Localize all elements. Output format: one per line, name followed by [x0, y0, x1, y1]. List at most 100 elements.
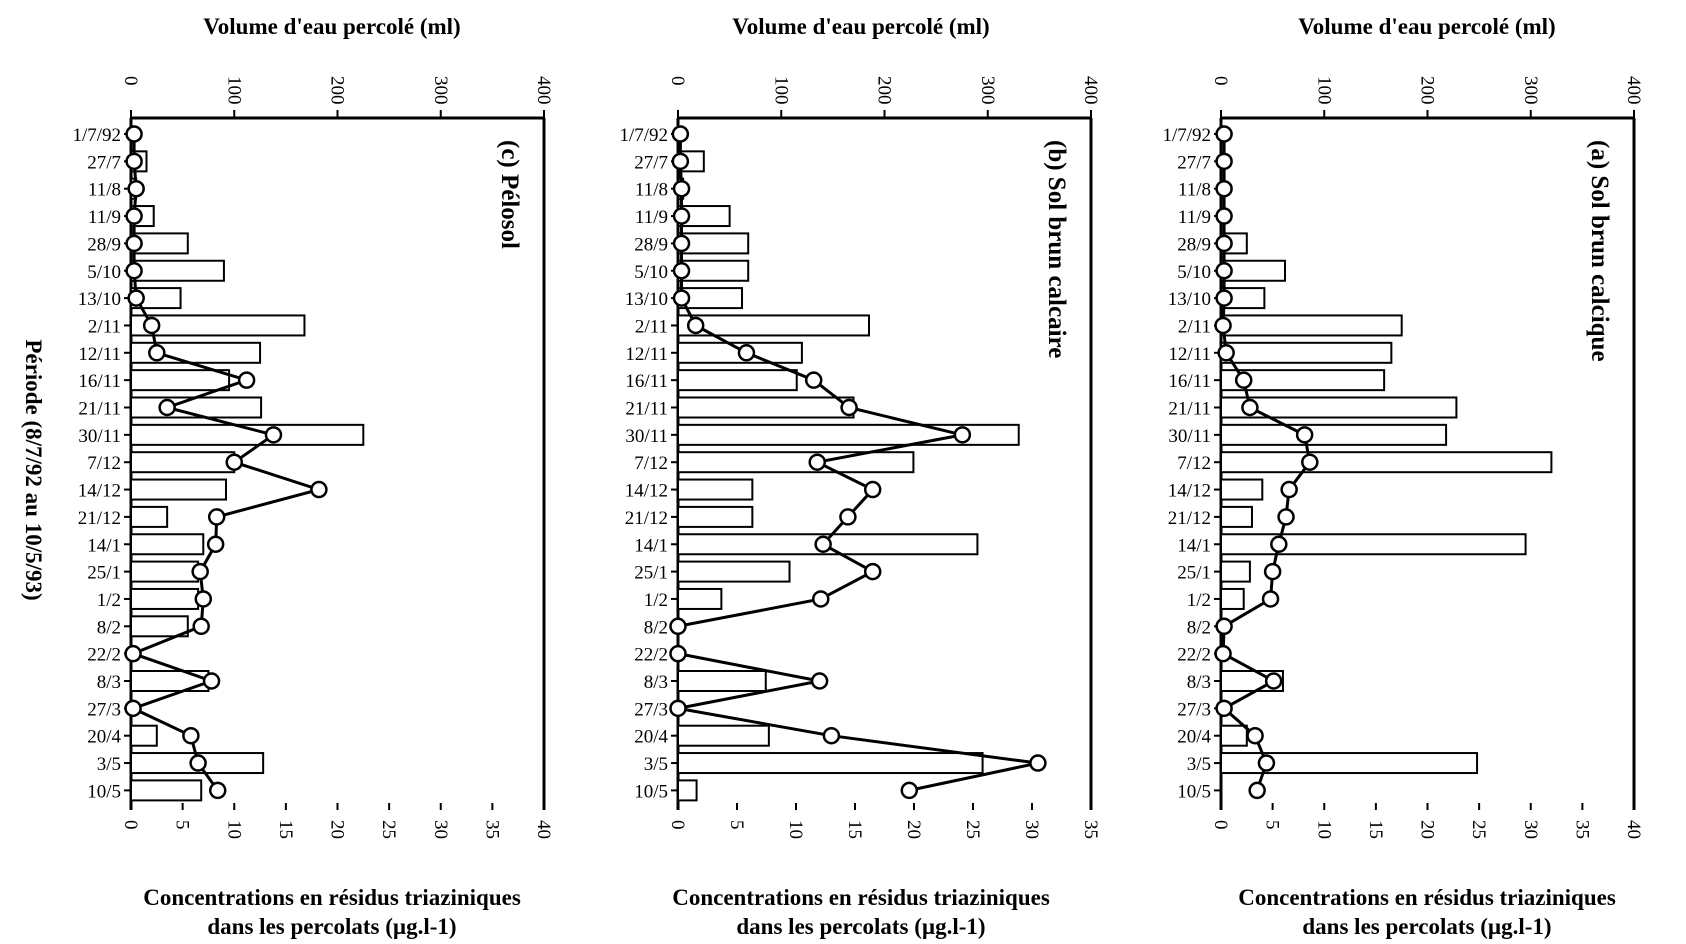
- concentration-point: [124, 644, 142, 663]
- category-label: 12/11: [1168, 344, 1211, 365]
- category-label: 8/2: [97, 617, 121, 638]
- concentration-point: [207, 508, 226, 526]
- concentration-axis-title: Concentrations en résidus triaziniques: [1238, 885, 1616, 910]
- concentration-point: [189, 754, 207, 772]
- concentration-tick-label: 10: [223, 820, 244, 839]
- concentration-tick-label: 10: [1313, 820, 1334, 839]
- volume-bar: [1220, 478, 1264, 501]
- volume-bar: [677, 587, 723, 610]
- category-label: 1/7/92: [1162, 125, 1211, 146]
- concentration-tick-label: 20: [903, 820, 924, 839]
- concentration-point: [1215, 152, 1233, 171]
- category-label: 14/12: [78, 481, 121, 502]
- concentration-point: [669, 617, 687, 636]
- category-label: 8/3: [1187, 672, 1211, 693]
- category-label: 27/3: [634, 699, 668, 720]
- period-label: Période (8/7/92 au 10/5/93): [21, 339, 46, 600]
- category-label: 13/10: [78, 289, 121, 310]
- volume-bar: [130, 560, 200, 583]
- volume-bar: [677, 505, 754, 528]
- volume-bar: [1220, 505, 1253, 528]
- volume-tick-label: 200: [1417, 76, 1438, 105]
- category-label: 2/11: [1178, 316, 1211, 337]
- volume-bar: [130, 423, 365, 446]
- concentration-point: [840, 398, 858, 417]
- concentration-point: [1295, 426, 1314, 444]
- volume-bar: [1220, 752, 1479, 775]
- category-label: 16/11: [1168, 371, 1211, 392]
- concentration-point: [310, 480, 328, 499]
- category-label: 2/11: [88, 316, 121, 337]
- category-label: 27/7: [87, 152, 121, 173]
- category-label: 14/12: [625, 481, 668, 502]
- concentration-point: [1215, 234, 1233, 253]
- concentration-point: [1301, 453, 1319, 471]
- concentration-point: [672, 289, 691, 307]
- concentration-point: [1246, 726, 1264, 745]
- category-label: 11/9: [635, 207, 668, 228]
- volume-bar: [130, 259, 225, 282]
- concentration-tick-label: 40: [1623, 820, 1644, 839]
- concentration-tick-label: 0: [1210, 820, 1231, 830]
- concentration-point: [1217, 344, 1235, 362]
- category-label: 8/2: [1187, 617, 1211, 638]
- concentration-point: [225, 453, 243, 471]
- concentration-tick-label: 20: [327, 820, 348, 839]
- concentration-point: [125, 262, 143, 280]
- category-label: 28/9: [634, 234, 668, 255]
- volume-bar: [677, 314, 871, 337]
- category-label: 25/1: [87, 563, 121, 584]
- concentration-tick-label: 25: [962, 820, 983, 839]
- concentration-point: [1277, 508, 1295, 526]
- category-label: 21/11: [1168, 399, 1211, 420]
- category-label: 7/12: [634, 453, 668, 474]
- volume-tick-label: 300: [430, 76, 451, 105]
- concentration-point: [810, 672, 829, 690]
- concentration-tick-label: 5: [726, 820, 747, 830]
- concentration-point: [672, 179, 691, 198]
- concentration-point: [686, 316, 705, 335]
- concentration-point: [206, 535, 225, 553]
- concentration-point: [863, 480, 882, 499]
- concentration-point: [900, 781, 919, 800]
- concentration-point: [202, 672, 221, 690]
- category-label: 14/1: [634, 535, 668, 556]
- volume-bar: [677, 560, 791, 583]
- category-label: 20/4: [87, 727, 121, 748]
- concentration-point: [1029, 754, 1047, 772]
- category-label: 14/1: [87, 535, 121, 556]
- volume-bar: [130, 724, 158, 747]
- category-label: 21/12: [1168, 508, 1211, 529]
- category-label: 1/2: [1187, 590, 1211, 611]
- concentration-tick-label: 5: [172, 820, 193, 830]
- volume-bar: [130, 587, 200, 610]
- category-label: 30/11: [625, 426, 668, 447]
- volume-bar: [130, 369, 231, 392]
- soil-subtitle: (c) Pélosol: [496, 140, 523, 249]
- concentration-tick-label: 35: [1080, 820, 1101, 839]
- concentration-axis-subtitle: dans les percolats (µg.l-1): [207, 914, 456, 939]
- concentration-tick-label: 40: [533, 820, 554, 839]
- volume-bar: [130, 670, 210, 692]
- category-label: 3/5: [1187, 754, 1211, 775]
- volume-bar: [677, 396, 855, 419]
- volume-bar: [1220, 314, 1403, 337]
- concentration-point: [1215, 125, 1233, 143]
- concentration-point: [125, 234, 143, 253]
- category-label: 12/11: [78, 344, 121, 365]
- category-label: 25/1: [634, 563, 668, 584]
- concentration-point: [237, 371, 256, 389]
- concentration-axis-title: Concentrations en résidus triaziniques: [672, 885, 1050, 910]
- concentration-point: [1215, 207, 1233, 225]
- volume-tick-label: 100: [1313, 76, 1334, 105]
- category-label: 5/10: [634, 262, 668, 283]
- category-label: 11/8: [1178, 180, 1211, 201]
- category-label: 21/12: [625, 508, 668, 529]
- category-label: 13/10: [1168, 289, 1211, 310]
- category-label: 10/5: [634, 781, 668, 802]
- category-label: 30/11: [1168, 426, 1211, 447]
- concentration-point: [671, 152, 690, 171]
- concentration-point: [814, 535, 832, 553]
- category-label: 27/3: [87, 699, 121, 720]
